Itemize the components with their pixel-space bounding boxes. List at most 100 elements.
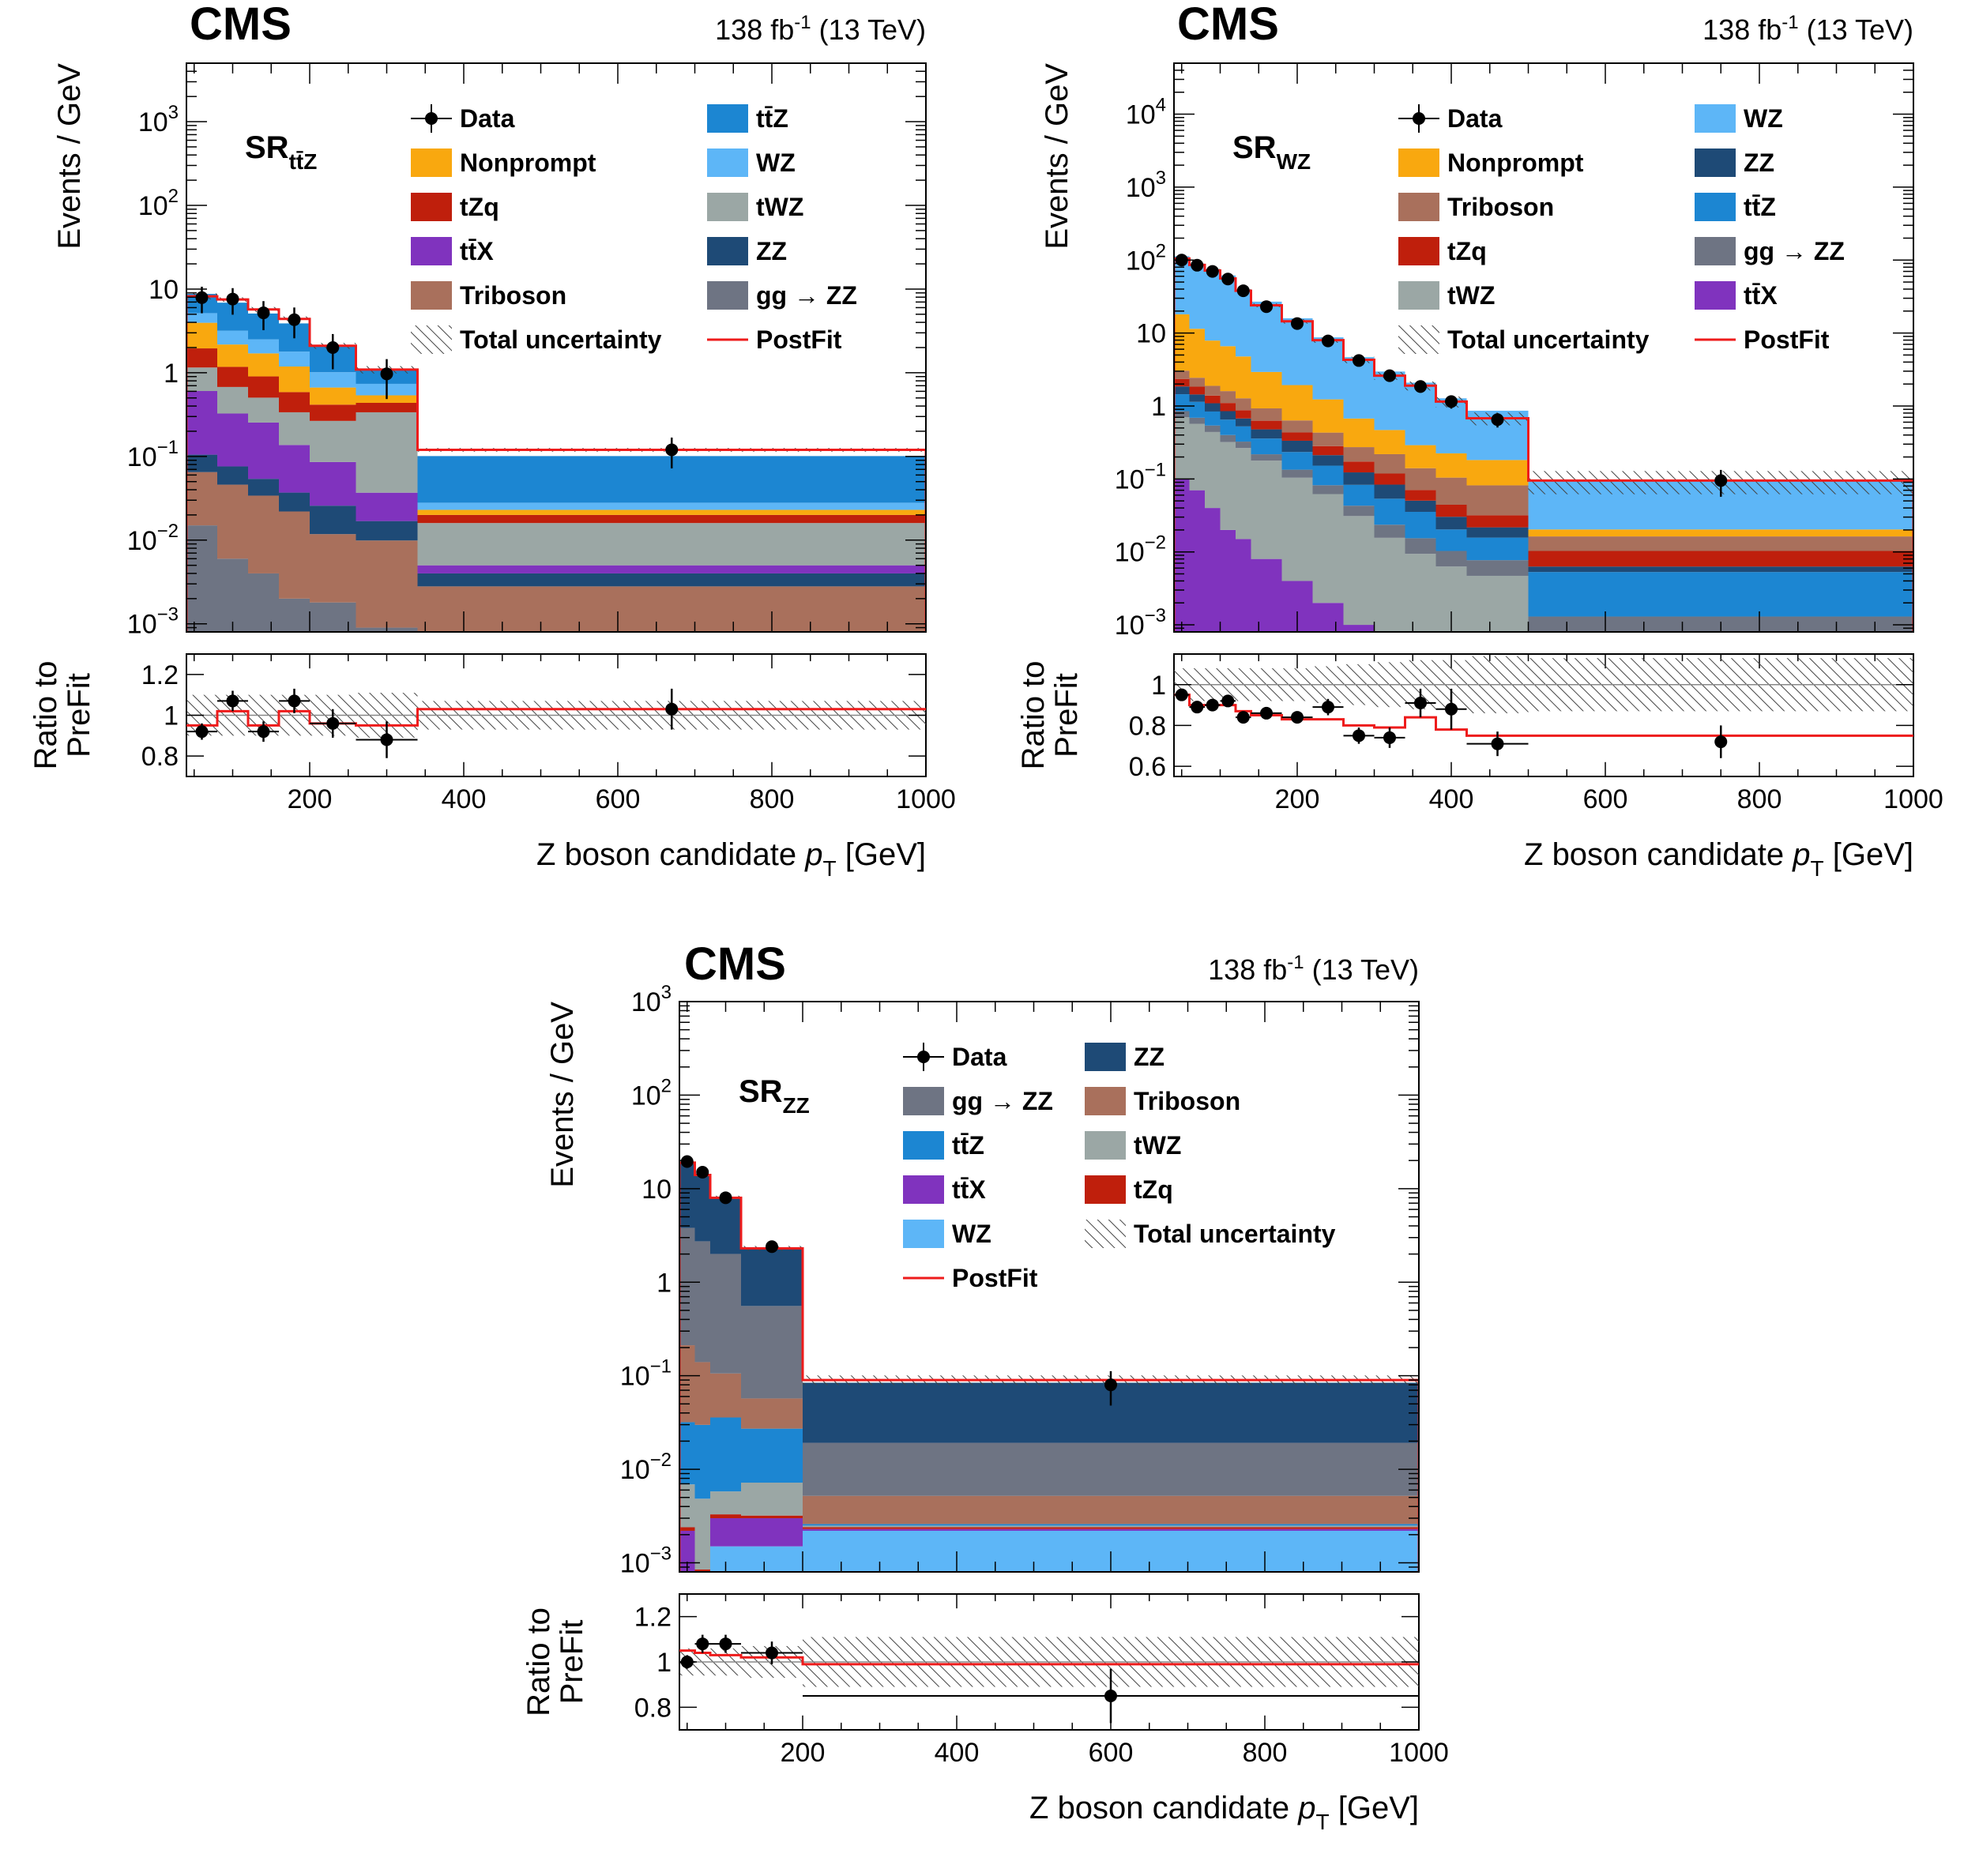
bar-ttx [279,445,310,493]
ratio-label-line1: Ratio to [28,661,63,770]
legend-label: WZ [1744,104,1783,133]
bar-ttz [1220,419,1236,435]
xtick-label: 600 [1089,1738,1134,1768]
bar-triboson [1236,398,1251,411]
ratio-data-point [665,702,679,716]
x-axis-label: Z boson candidate pT [GeV] [1524,837,1913,881]
bar-twz [1374,537,1405,632]
bar-triboson [310,534,356,603]
data-point [1104,1378,1117,1392]
bar-ggzz [710,1254,741,1374]
bar-twz [356,412,418,493]
ratio-label-line2: PreFit [555,1620,589,1705]
bar-zz [1435,517,1467,530]
bar-nonprompt [1405,445,1436,468]
bar-ggzz [248,573,279,632]
lumi-energy: (13 TeV) [811,13,926,46]
xtick-label: 1000 [1883,784,1943,814]
ratio-data-point [1236,711,1250,724]
legend-swatch-zz [1085,1043,1126,1071]
bar-triboson [1405,468,1436,491]
ratio-data-point [766,1646,778,1660]
lumi-energy: (13 TeV) [1304,953,1419,986]
legend-entry: gg → ZZ [707,281,857,310]
legend-label: PostFit [756,325,842,354]
bar-wz [1174,256,1190,314]
legend-swatch-tzq [1398,237,1439,265]
bar-tzq [186,348,217,368]
bar-triboson [710,1373,741,1418]
ratio-data-point [1414,697,1427,709]
bar-ggzz [694,1241,710,1363]
bar-nonprompt [1236,356,1251,399]
ratio-data-point [288,694,301,708]
bar-twz [310,420,356,462]
bar-ttx [217,413,248,467]
legend-label: tWZ [1447,281,1495,310]
bar-twz [217,386,248,414]
legend-entry: PostFit [707,325,842,354]
legend-swatch-twz [1085,1131,1126,1160]
ytick-label: 103 [1126,167,1166,203]
legend-swatch-tzq [411,193,452,221]
ratio-ytick-label: 0.8 [1129,711,1166,741]
lumi-label: 138 fb-1 (13 TeV) [1703,12,1913,46]
legend-label: ZZ [1134,1043,1164,1071]
bar-wz [310,372,356,388]
data-point [195,291,209,304]
bar-zz [1466,527,1529,538]
x-label-var: p [804,837,822,872]
ytick-mantissa: 10 [127,610,157,640]
ratio-content [186,688,926,758]
bar-twz [679,1484,695,1528]
ratio-data-point [326,716,340,730]
ytick-exponent: −1 [1145,459,1166,480]
bar-zz [248,479,279,496]
ratio-y-axis-label: Ratio toPreFit [28,661,96,770]
legend-label: gg → ZZ [756,281,857,310]
bar-zz [1528,566,1913,573]
ytick-exponent: −2 [157,521,179,542]
legend-label: Triboson [1447,193,1554,221]
bar-tzq [310,404,356,421]
bar-twz [1236,448,1251,539]
bar-ttx [1236,539,1251,632]
bar-nonprompt [1343,418,1375,448]
region-main: SR [245,130,289,165]
bar-tzq [217,367,248,387]
ratio-ytick-label: 0.6 [1129,752,1166,782]
ratio-data-point [1714,735,1728,749]
ratio-ytick-label: 1.2 [141,660,179,690]
bar-tzq [803,1527,1419,1529]
ytick-exponent: −3 [1145,605,1166,626]
ratio-data-point [257,725,270,739]
legend-swatch-ttz [707,104,748,133]
bar-triboson [217,484,248,559]
y-axis-label: Events / GeV [1040,63,1074,250]
legend-swatch-ggzz [707,281,748,310]
bar-zz [279,492,310,512]
bar-nonprompt [1528,529,1913,537]
bar-tzq [694,1569,710,1572]
bar-ggzz [1220,434,1236,442]
bar-triboson [694,1362,710,1425]
bar-nonprompt [1189,329,1205,378]
legend-swatch-uncertainty [411,325,452,354]
bar-tzq [741,1515,803,1519]
x-label-sub: T [823,856,837,881]
data-point [1322,334,1334,348]
ytick-exponent: −1 [650,1356,672,1378]
bar-tzq [1189,386,1205,395]
bar-zz [310,506,356,535]
data-point [696,1165,709,1179]
ytick-mantissa: 10 [1115,464,1145,494]
data-point [1191,258,1204,272]
bar-triboson [1374,453,1405,474]
bar-ggzz [217,558,248,632]
legend-entry: tt̄X [411,237,494,265]
data-point [1291,317,1304,330]
legend-entry: ZZ [1695,149,1774,177]
bar-ttz [1374,498,1405,525]
legend-label: tt̄Z [952,1131,984,1160]
